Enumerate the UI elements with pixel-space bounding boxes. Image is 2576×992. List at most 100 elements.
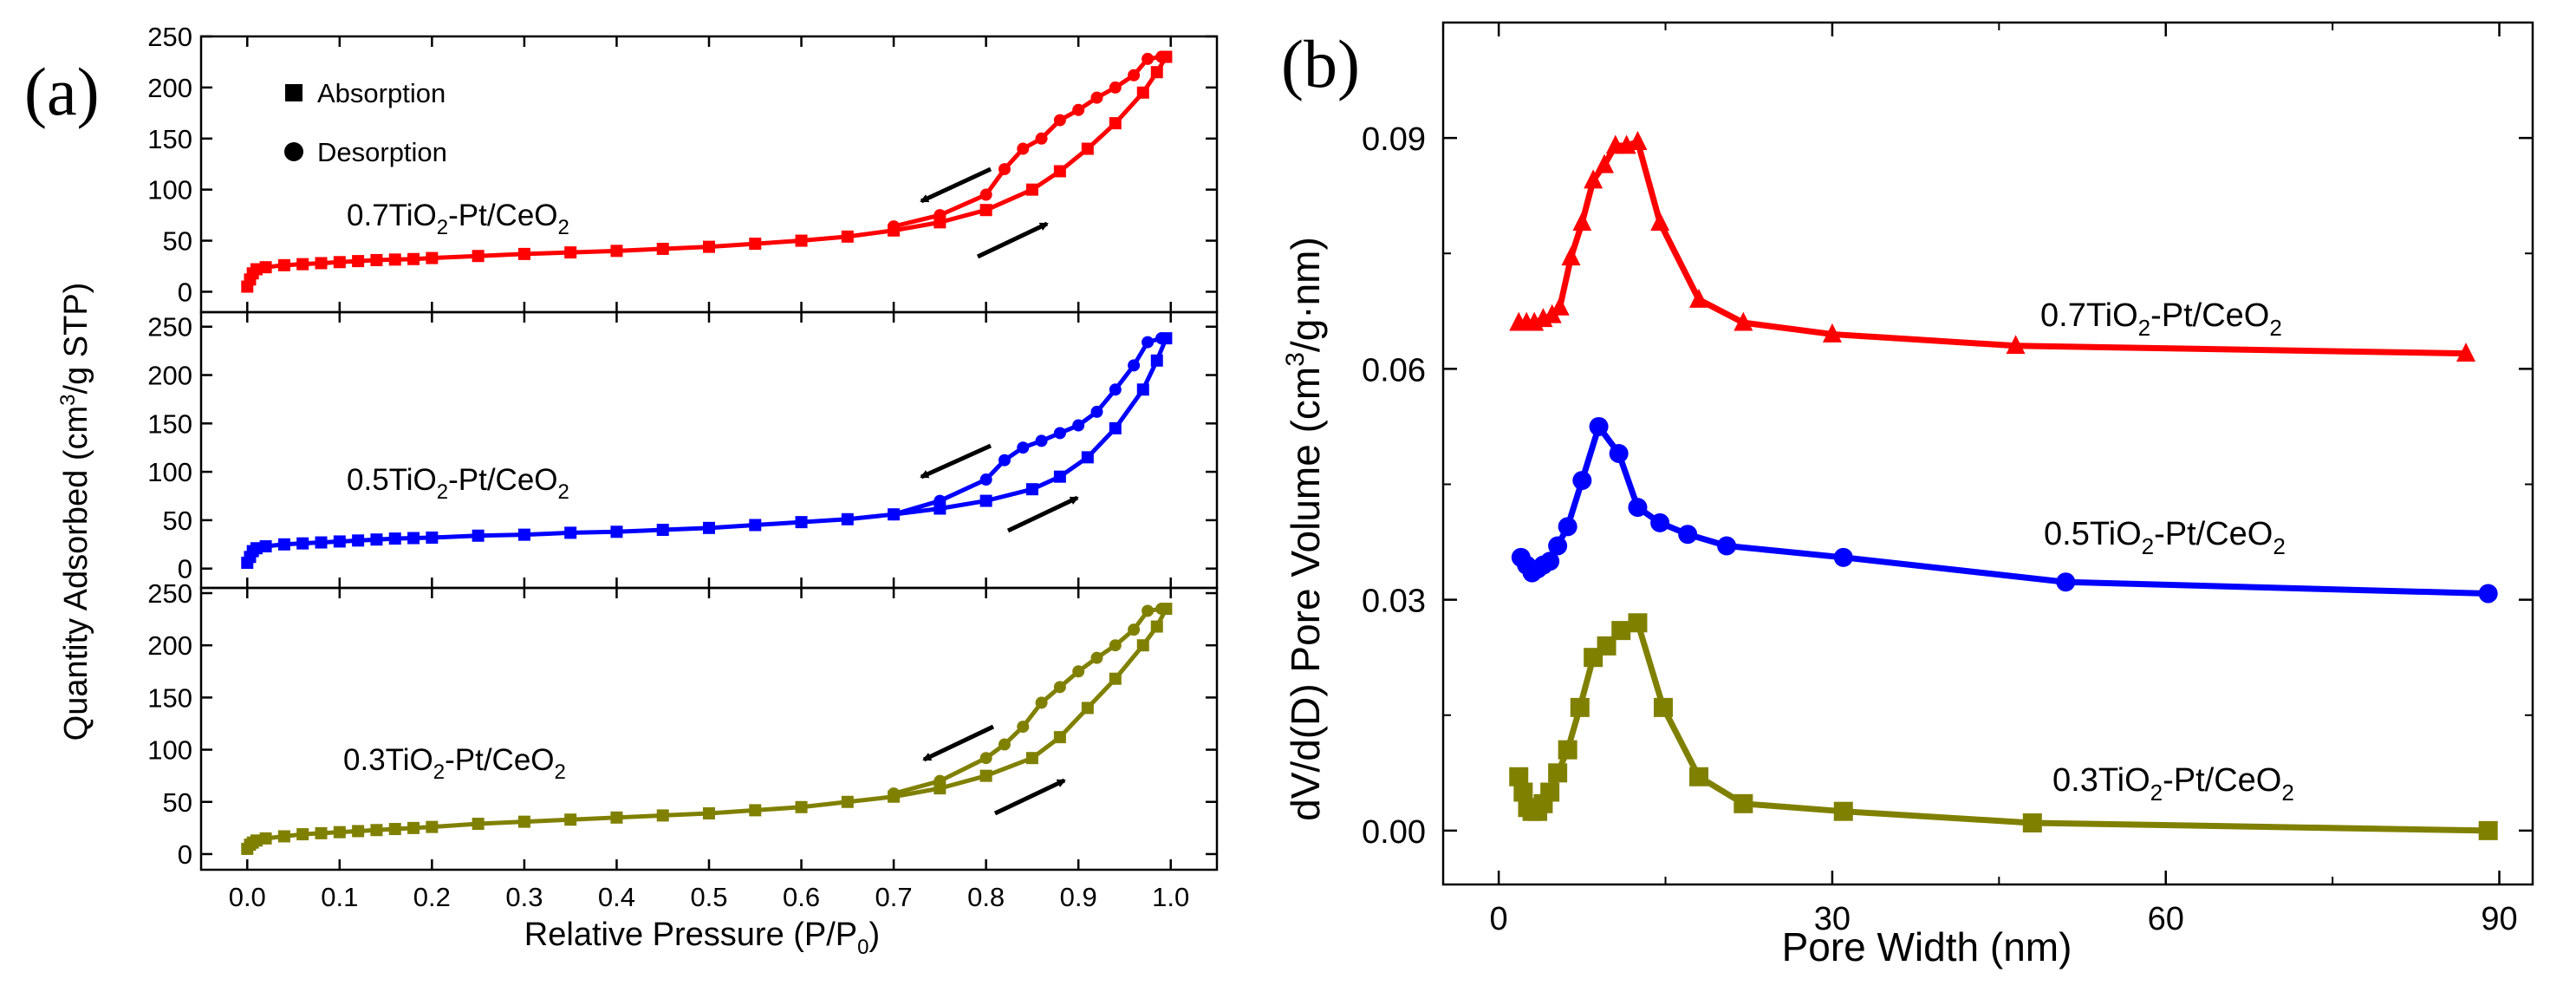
data-point-desorption: [1072, 419, 1085, 432]
x-tick-label: 30: [1814, 901, 1851, 937]
data-point-absorption: [472, 818, 485, 831]
data-point-desorption: [1155, 603, 1168, 616]
y-tick-label: 0: [178, 839, 192, 870]
data-point-series-0: [1650, 212, 1670, 232]
data-point-absorption: [1081, 142, 1094, 155]
data-point-series-1: [2056, 572, 2076, 592]
data-point-absorption: [296, 828, 309, 841]
data-point-series-0: [1594, 153, 1614, 173]
panel-a-legend: Absorption Desorption: [284, 78, 447, 167]
data-point-absorption: [388, 823, 401, 836]
data-point-desorption: [1142, 336, 1155, 349]
panel-a-bottom-plot: 0 50 100 150 200 250 0.0 0.1 0.2 0.3 0.4 0.5 0.6 0.7 0…: [147, 578, 1219, 912]
data-point-absorption: [795, 800, 808, 813]
data-point-absorption: [564, 246, 577, 259]
data-point-absorption: [841, 512, 854, 525]
y-tick-label: 0.06: [1362, 352, 1426, 388]
y-tick-label: 100: [147, 457, 192, 487]
data-point-absorption: [610, 811, 623, 824]
data-point-absorption: [1025, 752, 1038, 765]
data-point-desorption: [888, 787, 901, 800]
data-point-absorption: [315, 536, 328, 549]
data-point-desorption: [1053, 114, 1066, 127]
data-point-series-2: [1570, 697, 1590, 717]
data-point-absorption: [517, 528, 530, 541]
data-point-desorption: [933, 494, 946, 507]
data-point-absorption: [352, 534, 365, 547]
x-tick-label: 0.5: [690, 882, 727, 912]
data-point-series-1: [1833, 547, 1853, 567]
data-point-absorption: [656, 524, 669, 537]
data-point-desorption: [1128, 69, 1141, 82]
data-point-desorption: [1155, 332, 1168, 345]
data-point-series-2: [1597, 636, 1617, 656]
panel-b-x-axis-title: Pore Width (nm): [1782, 924, 2072, 969]
data-point-desorption: [1090, 651, 1103, 664]
y-tick-label: 100: [147, 735, 192, 766]
data-point-series-0: [1572, 212, 1592, 232]
data-point-absorption: [1136, 639, 1149, 652]
panel-a-middle-series-label: 0.5TiO2-Pt/CeO2: [347, 463, 569, 504]
data-point-absorption: [1025, 183, 1038, 196]
series-line-0: [1519, 139, 2467, 357]
data-point-series-2: [1611, 621, 1631, 641]
data-point-desorption: [1142, 52, 1155, 65]
data-point-series-2: [1558, 740, 1577, 760]
panel-a-label: (a): [24, 54, 100, 129]
data-point-absorption: [703, 240, 715, 253]
data-point-series-2: [2022, 813, 2042, 832]
data-point-absorption: [841, 230, 854, 243]
data-point-absorption: [841, 795, 854, 808]
legend-square-marker: [285, 84, 302, 101]
y-tick-label: 50: [163, 226, 192, 257]
data-point-desorption: [1128, 359, 1141, 372]
data-point-desorption: [998, 454, 1011, 467]
data-point-series-2: [1628, 613, 1648, 633]
data-point-series-0: [1584, 169, 1603, 189]
data-point-desorption: [1109, 383, 1122, 396]
data-point-absorption: [795, 234, 808, 247]
data-point-absorption: [1053, 165, 1066, 178]
data-point-absorption: [250, 542, 263, 555]
y-tick-label: 250: [147, 578, 192, 609]
data-point-series-0: [1822, 323, 1842, 343]
x-tick-label: 0.3: [505, 882, 543, 912]
data-point-absorption: [1109, 672, 1122, 685]
panel-b-series-label-03: 0.3TiO2-Pt/CeO2: [2052, 762, 2294, 806]
x-tick-label: 0.2: [413, 882, 451, 912]
panel-a-y-axis-title: Quantity Adsorbed (cm3/g STP): [56, 283, 94, 741]
data-point-absorption: [426, 820, 439, 833]
data-point-absorption: [333, 826, 346, 839]
data-point-absorption: [1150, 620, 1163, 633]
data-point-absorption: [1053, 731, 1066, 744]
data-point-absorption: [1109, 421, 1122, 434]
data-point-series-2: [1653, 697, 1673, 717]
desorption-arrow: [920, 166, 992, 204]
data-point-desorption: [979, 752, 992, 765]
data-point-series-2: [1548, 763, 1568, 783]
data-point-absorption: [388, 253, 401, 266]
x-tick-label: 0.4: [598, 882, 635, 912]
y-tick-label: 250: [147, 22, 192, 52]
data-point-absorption: [1136, 86, 1149, 99]
data-point-absorption: [259, 261, 272, 274]
y-tick-label: 0.03: [1362, 584, 1426, 620]
data-point-absorption: [517, 247, 530, 260]
data-point-absorption: [407, 821, 420, 834]
data-point-desorption: [1053, 427, 1066, 440]
data-point-absorption: [407, 532, 420, 545]
y-tick-label: 200: [147, 73, 192, 103]
data-point-series-2: [1509, 767, 1529, 786]
data-point-desorption: [1035, 132, 1048, 145]
x-tick-label: 0.9: [1060, 882, 1097, 912]
y-tick-label: 100: [147, 175, 192, 206]
y-tick-label: 250: [147, 312, 192, 343]
data-point-series-1: [1558, 517, 1577, 537]
data-point-absorption: [370, 253, 383, 266]
data-point-series-2: [1734, 793, 1753, 813]
data-point-desorption: [1090, 91, 1103, 104]
data-point-absorption: [472, 529, 485, 542]
legend-circle-marker: [284, 142, 303, 161]
panel-a-bottom-series-label: 0.3TiO2-Pt/CeO2: [343, 743, 566, 784]
y-tick-label: 0: [178, 554, 192, 584]
